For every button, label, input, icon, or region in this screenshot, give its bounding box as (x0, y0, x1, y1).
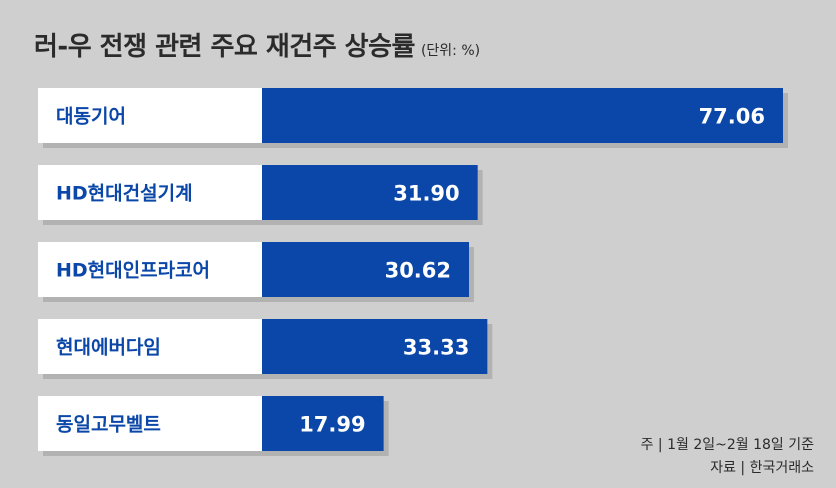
category-label: 현대에버다임 (56, 337, 161, 359)
bar-row: HD현대건설기계 31.90 (38, 165, 483, 225)
bar (262, 242, 470, 297)
bar-row: 대동기어 77.06 (38, 88, 788, 148)
category-label: 동일고무벨트 (56, 414, 161, 436)
footnote-basis: 주 | 1월 2일~2월 18일 기준 (640, 437, 814, 453)
bar (262, 165, 478, 220)
footnote-source: 자료 | 한국거래소 (710, 460, 814, 476)
bar-row: 현대에버다임 33.33 (38, 319, 493, 379)
bar-row: 동일고무벨트 17.99 (38, 396, 389, 456)
footnotes: 주 | 1월 2일~2월 18일 기준 자료 | 한국거래소 (641, 434, 814, 480)
category-label-box (38, 165, 262, 220)
value-label: 17.99 (299, 413, 365, 437)
chart-title-text: 러-우 전쟁 관련 주요 재건주 상승률 (34, 32, 415, 62)
category-label-box (38, 319, 262, 374)
value-label: 31.90 (393, 182, 459, 206)
value-label: 30.62 (385, 259, 451, 283)
value-label: 77.06 (699, 105, 765, 129)
value-label: 33.33 (403, 336, 469, 360)
bar-row: HD현대인프라코어 30.62 (38, 242, 475, 302)
category-label-box (38, 88, 262, 143)
unit-label: (단위: %) (420, 43, 481, 59)
category-label: 대동기어 (56, 106, 126, 128)
chart-title: 러-우 전쟁 관련 주요 재건주 상승률 (단위: %) (34, 26, 480, 63)
category-label-box (38, 396, 262, 451)
category-label: HD현대건설기계 (56, 183, 193, 205)
bar (262, 396, 384, 451)
category-label-box (38, 242, 262, 297)
bar (262, 319, 488, 374)
bar (262, 88, 783, 143)
category-label: HD현대인프라코어 (56, 260, 210, 282)
